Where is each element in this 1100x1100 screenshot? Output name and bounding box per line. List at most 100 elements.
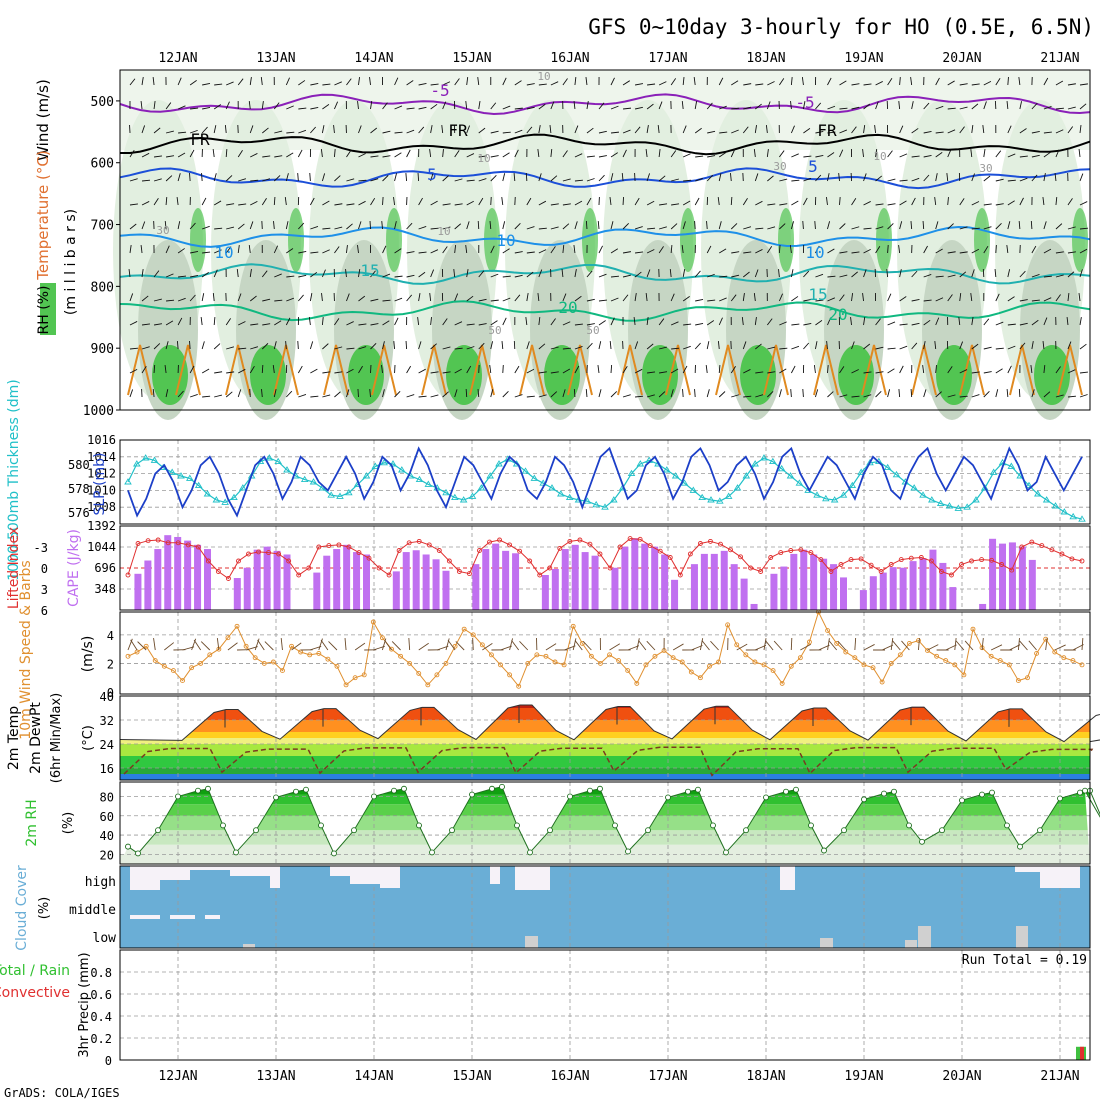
wind-barb — [887, 178, 896, 182]
wind-barb — [291, 642, 302, 651]
wind-barb — [1043, 275, 1052, 278]
wind-barb — [562, 293, 567, 302]
wind-barb — [490, 341, 494, 350]
wind-barb — [954, 638, 957, 651]
high-cloud-gap — [780, 866, 795, 890]
wind-barb — [430, 83, 439, 86]
wind-barb — [875, 203, 884, 206]
wind-barb — [141, 295, 149, 302]
wind-speed-point — [897, 652, 903, 658]
wind-barb — [682, 295, 690, 302]
wind-barb — [429, 293, 432, 302]
wind-barb — [478, 127, 486, 134]
wind-barb — [274, 155, 283, 158]
isotherm-25 — [813, 344, 839, 396]
cape-bar — [720, 550, 728, 610]
wind-barb — [308, 317, 311, 326]
high-cloud-gap — [130, 866, 160, 890]
thickness-point — [1034, 490, 1042, 497]
wind-barb — [393, 340, 396, 350]
wind-barb — [875, 371, 884, 374]
temp-band — [120, 756, 1090, 768]
wind-barb — [610, 275, 620, 278]
wind-barb — [189, 172, 191, 182]
wind-barb — [899, 296, 907, 302]
wind-barb — [1006, 100, 1009, 110]
lifted-index-point — [738, 554, 744, 560]
wind-barb — [273, 196, 276, 206]
wind-barb — [1019, 155, 1028, 158]
wind-barb — [682, 153, 691, 158]
wind-barb — [501, 197, 504, 206]
wind-barb — [321, 173, 326, 182]
wind-barb — [803, 322, 812, 326]
isotherm-25 — [665, 344, 691, 396]
wind-barb — [369, 77, 371, 86]
cape-bar — [243, 567, 251, 610]
wind-speed-point — [643, 662, 649, 668]
wind-speed-point — [1006, 662, 1012, 668]
lifted-index-point — [296, 572, 302, 578]
wind-barb — [346, 321, 354, 326]
wind-barb — [320, 149, 323, 158]
wind-barb — [165, 245, 170, 254]
wind-barb — [285, 317, 291, 326]
wind-barb — [790, 365, 796, 374]
pressure-axis-title: (m i l l i b a r s) — [63, 209, 79, 315]
wind-barb — [839, 223, 846, 230]
wind-barb — [129, 321, 138, 326]
wind-barb — [213, 173, 217, 182]
lifted-index-point — [456, 569, 462, 574]
rh2m-point — [527, 849, 533, 856]
wind-barb — [502, 317, 507, 326]
wind-barb — [736, 643, 748, 651]
contour-label: FR — [817, 121, 837, 140]
wind-barb — [851, 271, 858, 278]
wind-speed-point — [152, 658, 158, 664]
thickness-point — [212, 496, 221, 503]
wind-speed-point — [697, 675, 703, 681]
wind-barb — [598, 155, 607, 158]
wind-barb — [706, 102, 713, 110]
rh-tick-label: 20 — [100, 848, 114, 862]
wind-barb — [406, 129, 415, 134]
wind-barb — [1042, 197, 1045, 206]
thickness-tick-label: 578 — [68, 482, 90, 496]
wind-barb — [959, 395, 968, 398]
wind-speed-point — [797, 655, 803, 661]
wind-barb — [767, 175, 774, 182]
wind-barb — [502, 77, 507, 86]
wind-barb — [802, 388, 804, 398]
wind-barb — [741, 317, 744, 326]
wind-barb — [719, 248, 727, 254]
cape-bar — [263, 546, 271, 610]
cape-bar — [631, 538, 639, 610]
wind-barb — [418, 293, 421, 302]
wind-barb — [214, 394, 223, 398]
temperature-axis-title: Temperature (°C) — [34, 150, 52, 280]
lifted-index-point — [607, 565, 613, 571]
wind-tick-label: 4 — [107, 629, 114, 643]
wind-barb — [959, 293, 962, 302]
wind-barb — [779, 347, 788, 350]
wind-barb — [381, 365, 383, 374]
wind-speed-point — [343, 682, 349, 688]
lifted-index-point — [487, 539, 492, 545]
wind-barb — [875, 81, 883, 86]
wind-barb — [705, 365, 708, 374]
wind-barb — [1055, 149, 1060, 158]
rh2m-point — [861, 796, 867, 803]
wind-speed-point — [261, 660, 267, 666]
pressure-tick-label: 600 — [91, 157, 114, 172]
wind-barb — [298, 107, 307, 110]
thickness-point — [203, 490, 212, 497]
wind-barb — [658, 81, 667, 86]
cape-bar — [164, 535, 172, 610]
wind-barb — [465, 101, 468, 110]
wind-barb — [851, 83, 860, 86]
wind-barb — [478, 342, 485, 350]
wind-barb — [406, 222, 413, 230]
wind-barb — [1031, 131, 1040, 134]
wind-barb — [827, 275, 836, 278]
wind-barb — [562, 150, 568, 158]
